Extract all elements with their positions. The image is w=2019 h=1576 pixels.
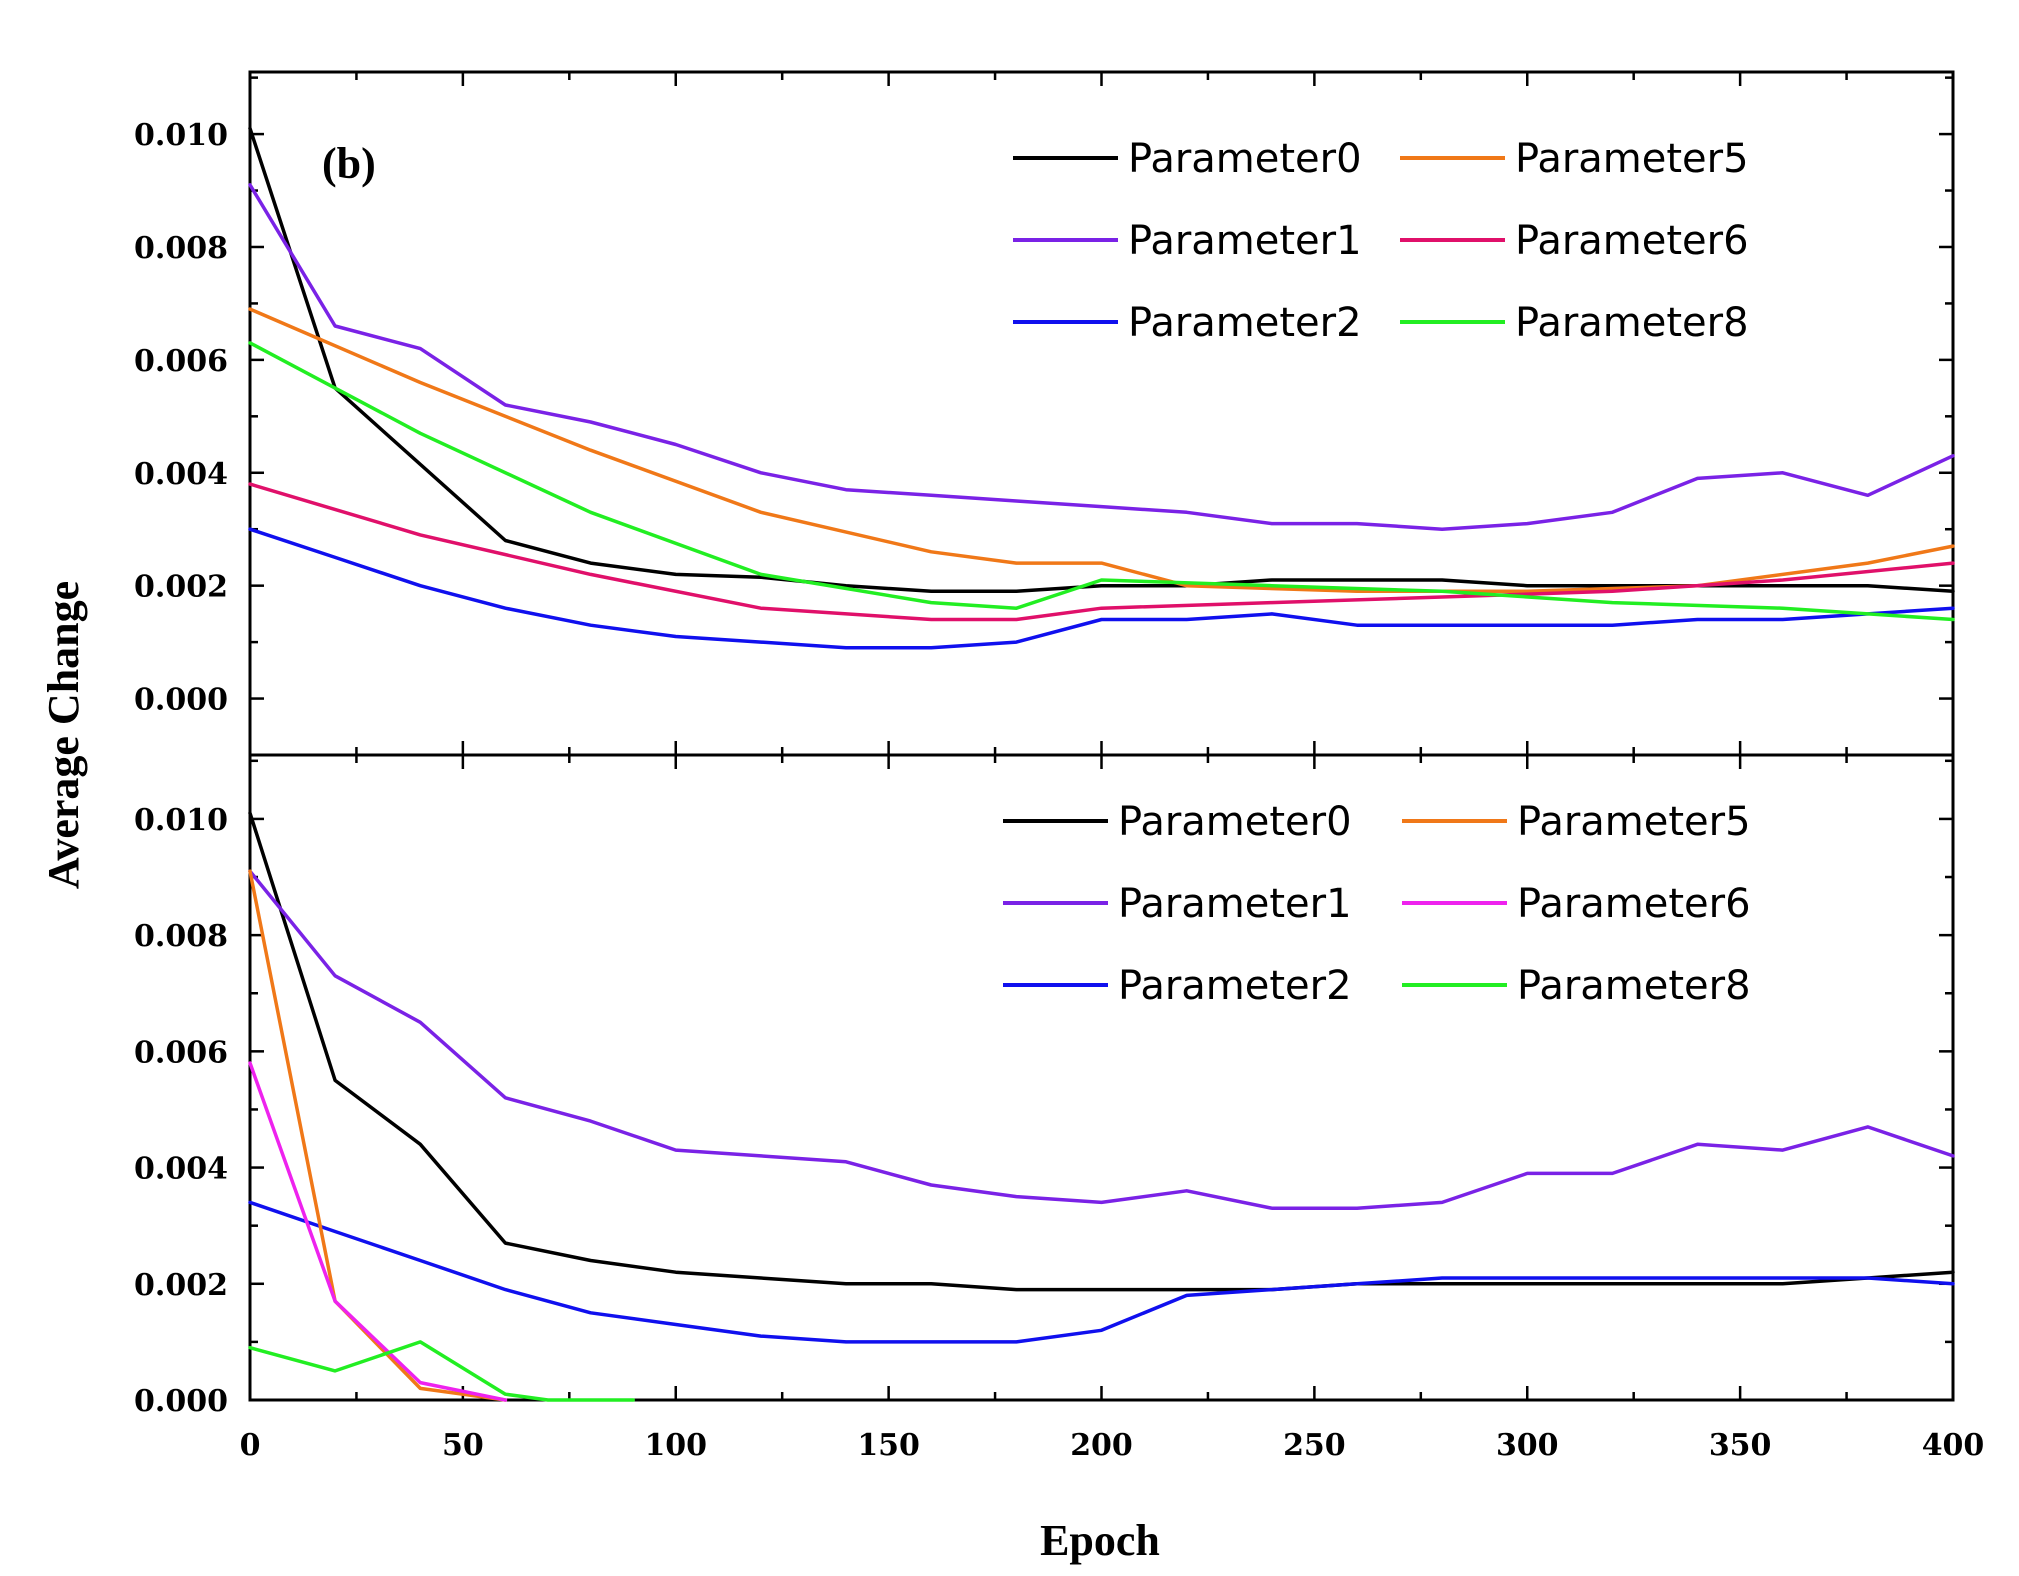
x-tick-label: 150 [857,1428,920,1463]
x-tick-label: 400 [1922,1428,1985,1463]
x-axis-title: Epoch [1040,1516,1160,1565]
y-tick-label: 0.006 [134,344,228,379]
x-tick-label: 100 [644,1428,707,1463]
legend-label: Parameter1 [1128,218,1362,264]
x-tick-label: 250 [1283,1428,1346,1463]
series-layer [248,126,1955,1402]
series-line-parameter2-bottom [248,1200,1955,1344]
series-line-parameter8-bottom [248,1340,635,1402]
x-tick-label: 300 [1496,1428,1559,1463]
panel-label: (b) [322,139,376,188]
y-tick-label: 0.002 [134,570,228,605]
y-tick-label: 0.008 [134,919,228,954]
labels-layer: 0.000 0.002 0.004 0.006 0.008 0.010 (b) 0.000 0.… [134,118,1984,1463]
series-line-parameter5-bottom [248,869,508,1402]
series-line-parameter1-bottom [248,869,1955,1210]
legend-label: Parameter8 [1515,300,1749,346]
legend-label: Parameter2 [1128,300,1362,346]
legend-label: Parameter0 [1118,799,1352,845]
legend-label: Parameter5 [1515,136,1749,182]
legend-label: Parameter5 [1517,799,1751,845]
legend-label: Parameter0 [1128,136,1362,182]
y-tick-label: 0.006 [134,1035,228,1070]
y-tick-label: 0.000 [134,1384,228,1419]
legend-layer: Parameter0 Parameter1 Parameter2 Parameter5… [1003,136,1751,1009]
y-tick-label: 0.010 [134,803,228,838]
series-line-parameter6-top [248,482,1955,622]
x-tick-label: 350 [1709,1428,1772,1463]
y-tick-label: 0.004 [134,1152,228,1187]
legend-label: Parameter6 [1517,881,1751,927]
x-tick-label: 50 [442,1428,484,1463]
series-line-parameter8-top [248,341,1955,622]
y-axis-title: Average Change [39,581,88,889]
y-tick-label: 0.010 [134,118,228,153]
x-tick-label: 0 [240,1428,261,1463]
y-tick-label: 0.008 [134,231,228,266]
legend-label: Parameter6 [1515,218,1749,264]
legend-label: Parameter2 [1118,963,1352,1009]
ticks-layer [248,72,1955,1402]
series-line-parameter2-top [248,527,1955,650]
legend-label: Parameter1 [1118,881,1352,927]
series-line-parameter1-top [248,183,1955,531]
series-line-parameter6-bottom [248,1061,508,1402]
y-tick-label: 0.002 [134,1268,228,1303]
legend-label: Parameter8 [1517,963,1751,1009]
series-line-parameter0-bottom [248,811,1955,1292]
y-tick-label: 0.000 [134,683,228,718]
y-tick-label: 0.004 [134,457,228,492]
x-tick-label: 200 [1070,1428,1133,1463]
